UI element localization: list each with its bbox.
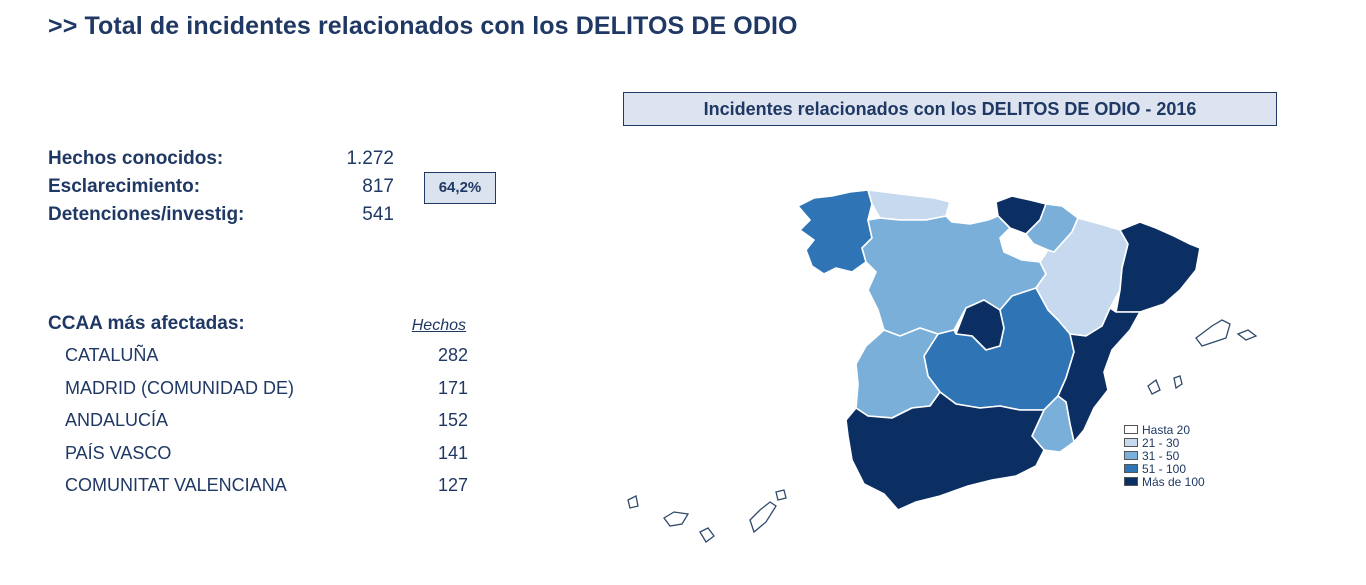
legend-swatch xyxy=(1124,438,1138,447)
table-row: ANDALUCÍA 152 xyxy=(48,408,478,441)
ccaa-name: ANDALUCÍA xyxy=(65,410,169,430)
legend-label: 51 - 100 xyxy=(1142,461,1187,476)
region-canarias-fuerteventura xyxy=(749,501,777,534)
ccaa-name: PAÍS VASCO xyxy=(65,442,172,463)
ccaa-name: MADRID (COMUNIDAD DE) xyxy=(65,377,294,398)
ccaa-column-header: Hechos xyxy=(411,317,466,334)
ccaa-name: COMUNITAT VALENCIANA xyxy=(65,475,287,495)
stat-known: Hechos conocidos: 1.272 xyxy=(48,148,508,176)
legend-label: Hasta 20 xyxy=(1142,422,1191,437)
ccaa-header: CCAA más afectadas: Hechos xyxy=(48,313,478,343)
legend-item: 21 - 30 xyxy=(1124,435,1205,450)
region-cataluna xyxy=(1115,221,1201,313)
region-asturias xyxy=(867,189,951,221)
region-mallorca xyxy=(1195,319,1231,347)
stat-clearance: Esclarecimiento: 817 64,2% xyxy=(48,168,508,204)
legend-item: Hasta 20 xyxy=(1124,422,1205,437)
legend-label: Más de 100 xyxy=(1142,474,1205,489)
table-row: PAÍS VASCO 141 xyxy=(48,441,478,474)
legend-swatch xyxy=(1124,464,1138,473)
region-galicia xyxy=(797,189,873,275)
ccaa-table: CCAA más afectadas: Hechos CATALUÑA 282 … xyxy=(48,313,478,506)
ccaa-value: 171 xyxy=(437,377,468,398)
legend-label: 31 - 50 xyxy=(1142,448,1180,463)
ccaa-name: CATALUÑA xyxy=(65,345,159,365)
ccaa-value: 127 xyxy=(437,475,468,495)
table-row: COMUNITAT VALENCIANA 127 xyxy=(48,473,478,506)
legend-swatch xyxy=(1124,477,1138,486)
region-canarias-lanzarote xyxy=(775,489,787,501)
ccaa-value: 282 xyxy=(437,345,468,365)
legend-item: Más de 100 xyxy=(1124,474,1205,489)
table-row: MADRID (COMUNIDAD DE) 171 xyxy=(48,376,478,409)
region-canarias-tenerife xyxy=(663,511,690,527)
region-canarias-gran-canaria xyxy=(699,527,715,543)
legend-swatch xyxy=(1124,425,1138,434)
ccaa-value: 152 xyxy=(437,410,468,430)
stat-known-label: Hechos conocidos: xyxy=(48,148,224,169)
region-menorca xyxy=(1236,329,1258,341)
table-row: CATALUÑA 282 xyxy=(48,343,478,376)
map-title: Incidentes relacionados con los DELITOS … xyxy=(623,92,1277,126)
page-title: >> Total de incidentes relacionados con … xyxy=(48,12,798,40)
stat-clearance-value: 817 xyxy=(362,176,394,197)
spain-choropleth-map xyxy=(627,189,1258,543)
legend-label: 21 - 30 xyxy=(1142,435,1180,450)
region-andalucia xyxy=(845,391,1045,511)
stat-detentions: Detenciones/investig: 541 xyxy=(48,204,508,232)
stat-detentions-value: 541 xyxy=(362,204,394,225)
stats-block: Hechos conocidos: 1.272 Esclarecimiento:… xyxy=(48,148,508,232)
stat-known-value: 1.272 xyxy=(346,148,394,169)
stat-clearance-label: Esclarecimiento: xyxy=(48,176,201,197)
clearance-pct-badge: 64,2% xyxy=(424,168,496,204)
region-extremadura xyxy=(855,327,941,419)
ccaa-value: 141 xyxy=(437,442,468,463)
legend-swatch xyxy=(1124,451,1138,460)
stat-detentions-label: Detenciones/investig: xyxy=(48,204,245,225)
ccaa-title: CCAA más afectadas: xyxy=(48,313,245,334)
region-ibiza xyxy=(1173,375,1183,390)
map-legend: Hasta 20 21 - 30 31 - 50 51 - 100 Más de… xyxy=(1124,422,1205,489)
legend-item: 51 - 100 xyxy=(1124,461,1205,476)
region-canarias-west xyxy=(627,495,639,509)
region-balearic-small xyxy=(1147,378,1161,395)
legend-item: 31 - 50 xyxy=(1124,448,1205,463)
